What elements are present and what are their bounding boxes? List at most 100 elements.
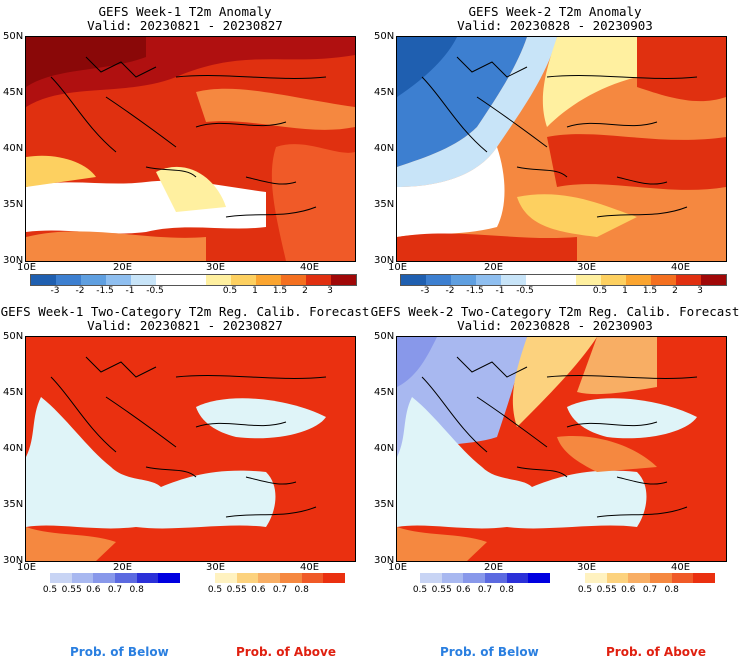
colorbar-swatch <box>106 275 131 285</box>
colorbar-tick-label: -0.5 <box>516 286 534 296</box>
colorbar-swatch <box>306 275 331 285</box>
lat-label: 35N <box>3 199 24 210</box>
colorbar-tick-label: 0.8 <box>129 585 144 595</box>
colorbar-tick-label: 0.7 <box>477 585 493 595</box>
lon-label: 20E <box>484 262 504 273</box>
colorbar-swatch <box>401 275 426 285</box>
colorbar-swatch <box>323 573 346 583</box>
lon-label: 40E <box>300 562 320 573</box>
prob-below-label: Prob. of Below <box>70 645 169 659</box>
above-colorbar <box>215 573 346 583</box>
colorbar-swatch <box>31 275 56 285</box>
lon-label: 30E <box>206 262 226 273</box>
colorbar-swatch <box>181 275 206 285</box>
lat-label: 45N <box>374 87 395 98</box>
colorbar-tick-label: -1 <box>125 286 135 296</box>
lon-label: 10E <box>17 262 37 273</box>
colorbar-tick-label: 2 <box>672 286 678 296</box>
lat-label: 40N <box>374 443 395 454</box>
colorbar-tick-label: 0.8 <box>294 585 309 595</box>
lat-label: 40N <box>374 143 395 154</box>
lat-label: 30N <box>374 255 395 266</box>
panel-title: GEFS Week-1 Two-Category T2m Reg. Calib.… <box>0 304 370 319</box>
lon-label: 20E <box>484 562 504 573</box>
colorbar-tick-label: 0.6 <box>251 585 266 595</box>
colorbar-tick-label: -1 <box>495 286 505 296</box>
lat-label: 30N <box>3 555 24 566</box>
colorbar-tick-label: -3 <box>420 286 430 296</box>
prob-below-label: Prob. of Below <box>440 645 539 659</box>
colorbar-tick-label: 1 <box>622 286 628 296</box>
colorbar-tick-label: 0.7 <box>272 585 288 595</box>
colorbar-swatch <box>131 275 156 285</box>
colorbar-swatch <box>256 275 281 285</box>
lon-label: 20E <box>113 562 133 573</box>
lat-label: 40N <box>3 143 24 154</box>
colorbar-swatch <box>115 573 137 583</box>
colorbar-swatch <box>441 573 464 583</box>
colorbar-swatch <box>280 573 302 583</box>
colorbar-swatch <box>501 275 526 285</box>
colorbar-tick-label: 1.5 <box>642 286 658 296</box>
colorbar-tick-label: 0.6 <box>86 585 101 595</box>
colorbar-tick-label: 3 <box>697 286 703 296</box>
colorbar-swatch <box>626 275 651 285</box>
colorbar-tick-label: 2 <box>302 286 308 296</box>
colorbar-swatch <box>693 573 716 583</box>
colorbar-tick-label: 1.5 <box>272 286 288 296</box>
lon-label: 10E <box>388 262 408 273</box>
colorbar-swatch <box>281 275 306 285</box>
colorbar-swatch <box>331 275 356 285</box>
colorbar-swatch <box>71 573 94 583</box>
colorbar-tick-label: 0.55 <box>596 585 617 595</box>
colorbar-swatch <box>301 573 324 583</box>
lat-label: 35N <box>374 499 395 510</box>
map-week2-anomaly <box>396 36 727 262</box>
colorbar-tick-label: 0.8 <box>499 585 514 595</box>
colorbar-swatch <box>81 275 106 285</box>
anomaly-colorbar <box>30 274 357 286</box>
lat-label: 30N <box>374 555 395 566</box>
panel-valid-dates: Valid: 20230828 - 20230903 <box>457 318 653 333</box>
map-week1-anomaly <box>25 36 356 262</box>
below-colorbar <box>420 573 551 583</box>
below-colorbar <box>50 573 181 583</box>
colorbar-tick-label: -1.5 <box>466 286 484 296</box>
above-colorbar <box>585 573 716 583</box>
colorbar-swatch <box>671 573 694 583</box>
colorbar-swatch <box>420 573 442 583</box>
colorbar-swatch <box>158 573 181 583</box>
colorbar-swatch <box>451 275 476 285</box>
lon-label: 30E <box>577 562 597 573</box>
colorbar-tick-label: 0.6 <box>456 585 471 595</box>
lat-label: 50N <box>374 331 395 342</box>
colorbar-swatch <box>650 573 672 583</box>
colorbar-swatch <box>551 275 576 285</box>
panel-title: GEFS Week-2 Two-Category T2m Reg. Calib.… <box>370 304 740 319</box>
colorbar-swatch <box>156 275 181 285</box>
colorbar-swatch <box>50 573 72 583</box>
lat-label: 50N <box>3 331 24 342</box>
colorbar-tick-label: 0.5 <box>207 585 223 595</box>
colorbar-swatch <box>485 573 507 583</box>
lon-label: 30E <box>206 562 226 573</box>
colorbar-swatch <box>56 275 81 285</box>
colorbar-tick-label: 0.7 <box>642 585 658 595</box>
colorbar-swatch <box>258 573 281 583</box>
panel-title: GEFS Week-2 T2m Anomaly <box>468 4 642 19</box>
prob-above-label: Prob. of Above <box>236 645 337 659</box>
colorbar-swatch <box>206 275 231 285</box>
lat-label: 50N <box>3 31 24 42</box>
colorbar-swatch <box>601 275 626 285</box>
colorbar-swatch <box>476 275 501 285</box>
colorbar-tick-label: 0.55 <box>226 585 247 595</box>
anomaly-colorbar <box>400 274 727 286</box>
colorbar-swatch <box>526 275 551 285</box>
colorbar-swatch <box>236 573 259 583</box>
colorbar-swatch <box>426 275 451 285</box>
colorbar-tick-label: 0.6 <box>621 585 636 595</box>
lat-label: 30N <box>3 255 24 266</box>
lon-label: 40E <box>671 562 691 573</box>
colorbar-tick-label: 0.5 <box>592 286 608 296</box>
colorbar-swatch <box>215 573 237 583</box>
